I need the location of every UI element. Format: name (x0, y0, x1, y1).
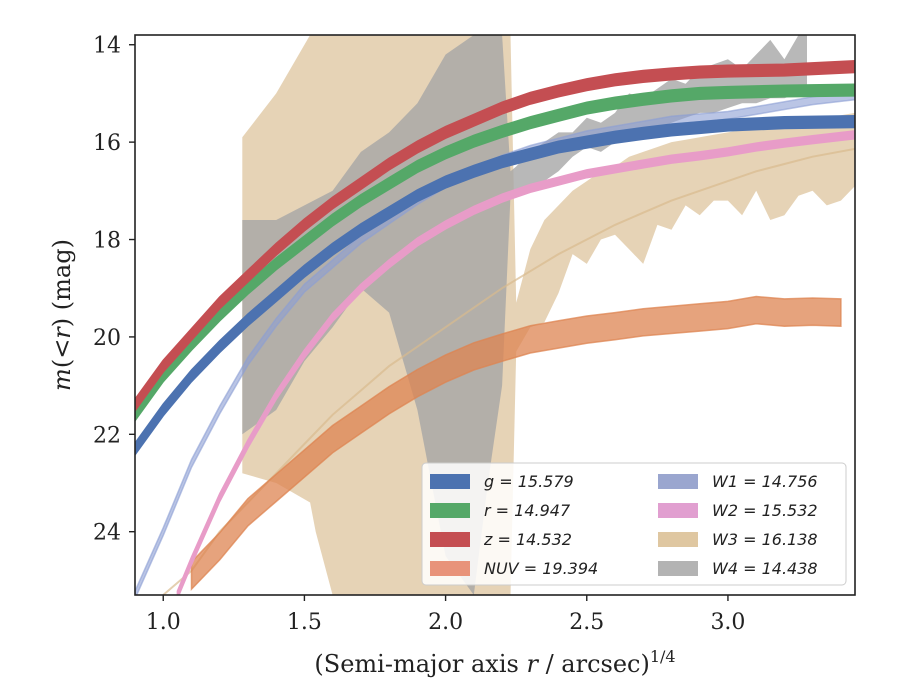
legend-w4-label: W4 = 14.438 (712, 559, 818, 578)
series-nuv-curve (190, 295, 842, 592)
y-tick-label: 18 (93, 229, 121, 254)
y-axis: 14 16 18 20 22 24 (93, 34, 135, 546)
series-r-curve (135, 83, 855, 422)
curve-layer (135, 60, 855, 595)
legend-r-swatch (430, 503, 470, 518)
y-tick-label: 24 (93, 521, 121, 546)
legend-w2-swatch (658, 503, 698, 518)
legend-g-swatch (430, 474, 470, 489)
legend: g = 15.579 r = 14.947 z = 14.532 NUV = 19.3… (421, 462, 847, 586)
series-g-curve (135, 115, 855, 457)
y-axis-title: m(<r) (mag) (48, 239, 76, 391)
legend-r-label: r = 14.947 (484, 501, 571, 520)
legend-w2-label: W2 = 15.532 (712, 501, 818, 520)
series-w2-curve (176, 130, 855, 595)
legend-nuv-label: NUV = 19.394 (484, 559, 598, 578)
series-w4-band (242, 35, 808, 595)
x-tick-label: 1.5 (287, 610, 322, 635)
legend-w3-swatch (658, 532, 698, 547)
series-z-curve (135, 60, 855, 413)
legend-g-label: g = 15.579 (484, 472, 574, 491)
legend-z-label: z = 14.532 (483, 530, 572, 549)
legend-z-swatch (430, 532, 470, 547)
x-tick-label: 3.0 (710, 610, 745, 635)
y-tick-label: 20 (93, 326, 121, 351)
x-axis: 1.0 1.5 2.0 2.5 3.0 (146, 595, 745, 635)
y-tick-label: 14 (93, 34, 121, 59)
y-tick-label: 22 (93, 423, 121, 448)
legend-box (421, 462, 847, 586)
legend-w1-label: W1 = 14.756 (712, 472, 818, 491)
legend-w3-label: W3 = 16.138 (712, 530, 818, 549)
y-tick-label: 16 (93, 131, 121, 156)
x-tick-label: 2.5 (569, 610, 604, 635)
x-axis-title: (Semi-major axis r / arcsec)1/4 (314, 647, 675, 678)
legend-w4-swatch (658, 561, 698, 576)
legend-w1-swatch (658, 474, 698, 489)
legend-nuv-swatch (430, 561, 470, 576)
x-tick-label: 2.0 (428, 610, 463, 635)
plot-frame (134, 34, 856, 596)
x-tick-label: 1.0 (146, 610, 181, 635)
